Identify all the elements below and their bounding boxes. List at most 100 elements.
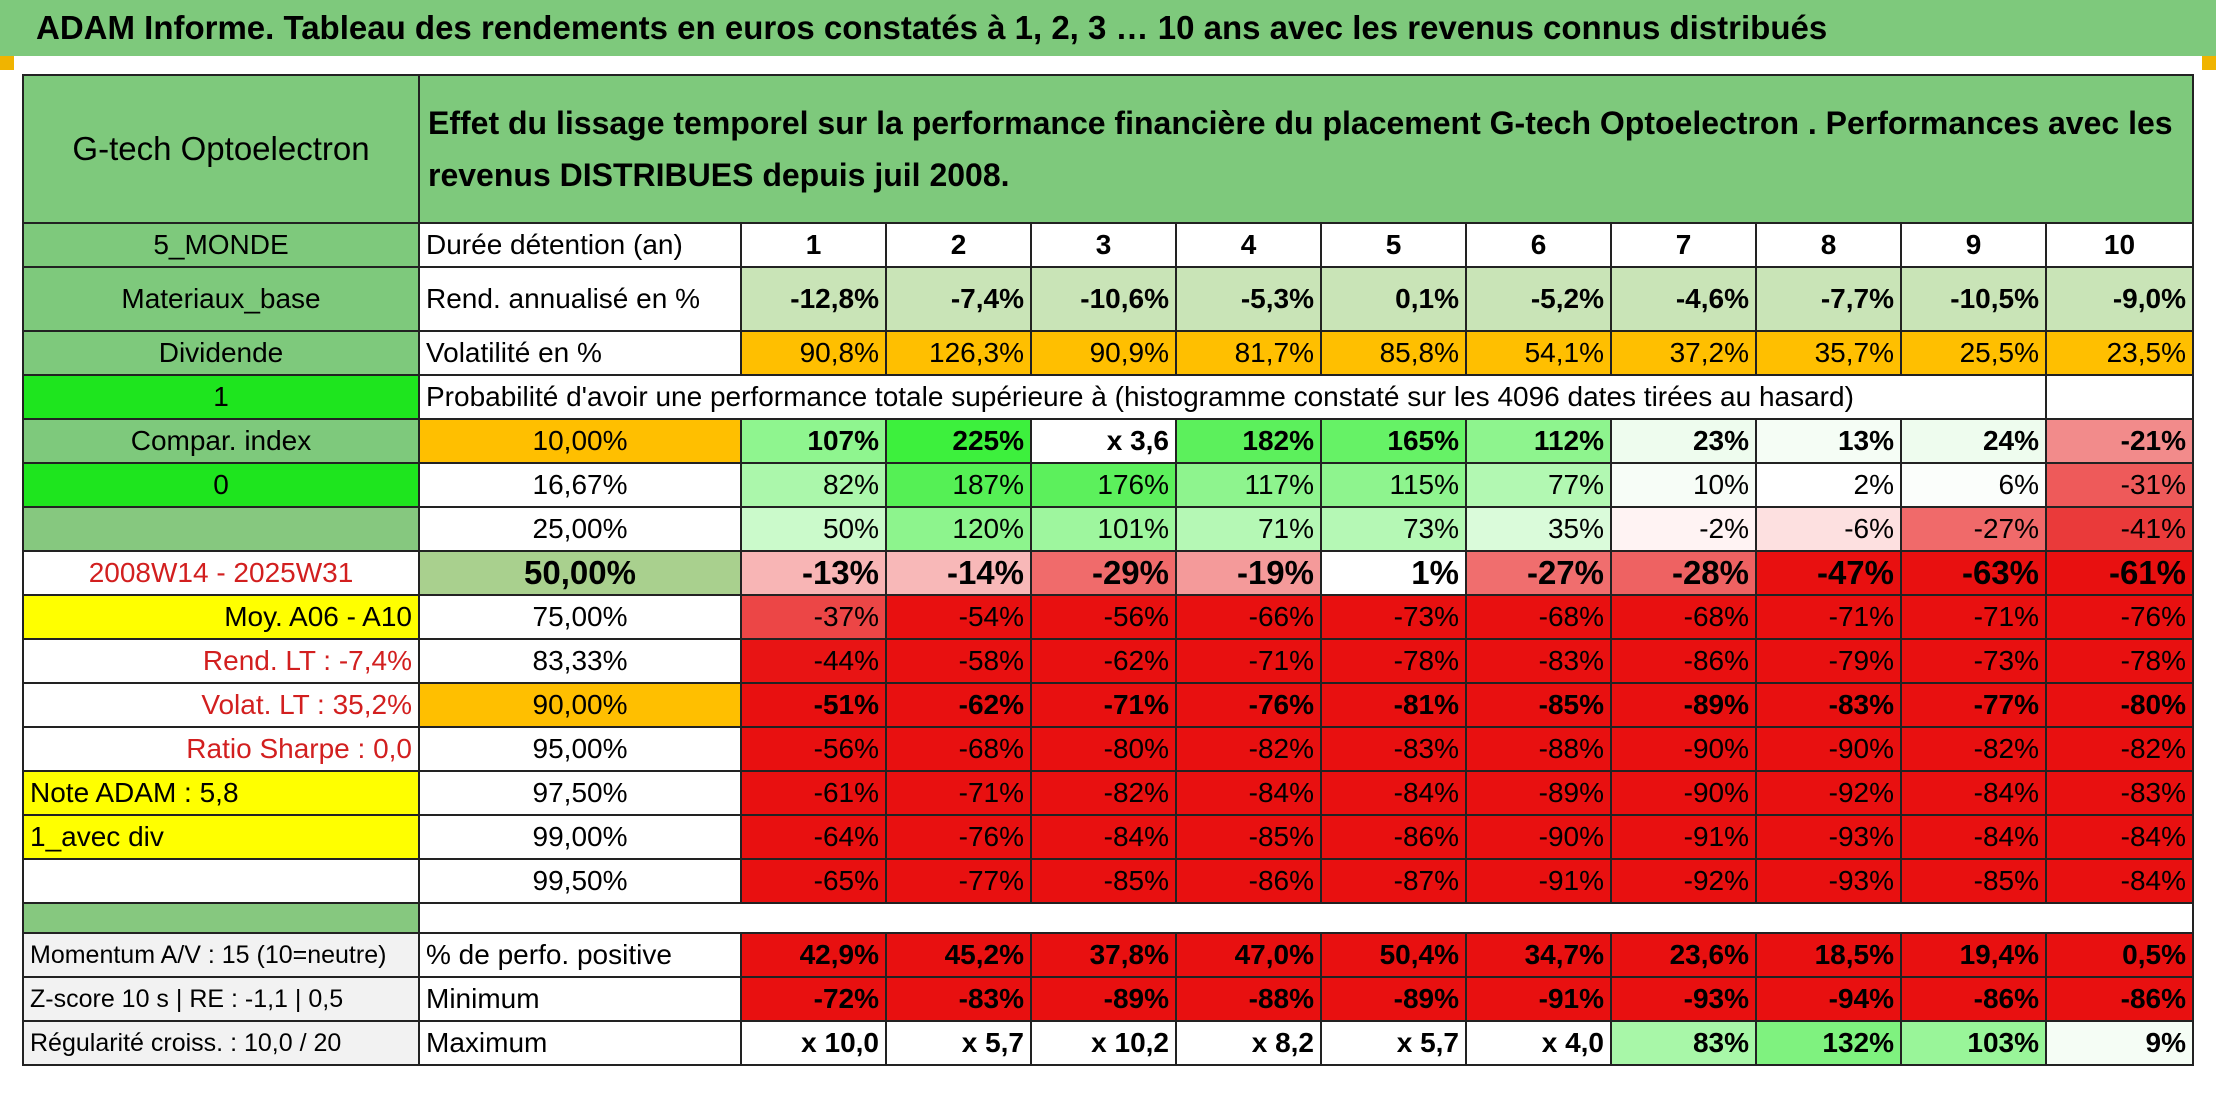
percentile-cell: -61% [2045, 550, 2194, 596]
percentile-cell: -65% [740, 858, 887, 904]
percentile-cell: -80% [2045, 682, 2194, 728]
percentile-cell: 1% [1320, 550, 1467, 596]
percentile-cell: -84% [1320, 770, 1467, 816]
percentile-cell: 120% [885, 506, 1032, 552]
note-adam-label: Note ADAM : 5,8 [22, 770, 420, 816]
percentile-cell: 13% [1755, 418, 1902, 464]
minimum-cell: -86% [2045, 976, 2194, 1022]
percentile-cell: -84% [2045, 858, 2194, 904]
percentile-cell: -71% [1900, 594, 2047, 640]
volat-cell: 81,7% [1175, 330, 1322, 376]
sector-label: Materiaux_base [22, 266, 420, 332]
percentile-cell: -28% [1610, 550, 1757, 596]
percentile-cell: -41% [2045, 506, 2194, 552]
rend-label: Rend. annualisé en % [418, 266, 742, 332]
percentile-cell: -83% [2045, 770, 2194, 816]
positive-cell: 37,8% [1030, 932, 1177, 978]
year-header: 3 [1030, 222, 1177, 268]
percentile-label: 99,00% [418, 814, 742, 860]
percentile-cell: -90% [1610, 726, 1757, 772]
zscore-label: Z-score 10 s | RE : -1,1 | 0,5 [22, 976, 420, 1022]
percentile-label: 83,33% [418, 638, 742, 684]
separator-row [418, 902, 2194, 934]
percentile-cell: -47% [1755, 550, 1902, 596]
positive-label: % de perfo. positive [418, 932, 742, 978]
year-header: 10 [2045, 222, 2194, 268]
volat-cell: 85,8% [1320, 330, 1467, 376]
percentile-cell: -54% [885, 594, 1032, 640]
year-header: 9 [1900, 222, 2047, 268]
maximum-cell: x 8,2 [1175, 1020, 1322, 1066]
percentile-cell: -31% [2045, 462, 2194, 508]
maximum-label: Maximum [418, 1020, 742, 1066]
zone-label: 5_MONDE [22, 222, 420, 268]
year-header: 7 [1610, 222, 1757, 268]
percentile-cell: 117% [1175, 462, 1322, 508]
duree-label: Durée détention (an) [418, 222, 742, 268]
table-header-text: Effet du lissage temporel sur la perform… [418, 74, 2194, 224]
percentile-cell: 176% [1030, 462, 1177, 508]
percentile-cell: 82% [740, 462, 887, 508]
rend-cell: -5,2% [1465, 266, 1612, 332]
percentile-cell: -93% [1755, 858, 1902, 904]
minimum-cell: -72% [740, 976, 887, 1022]
percentile-cell: -86% [1320, 814, 1467, 860]
minimum-cell: -88% [1175, 976, 1322, 1022]
percentile-cell: -85% [1175, 814, 1322, 860]
percentile-cell: -81% [1320, 682, 1467, 728]
percentile-cell: -90% [1755, 726, 1902, 772]
percentile-cell: -71% [1175, 638, 1322, 684]
maximum-cell: x 5,7 [1320, 1020, 1467, 1066]
separator-green [22, 902, 420, 934]
rend-cell: -5,3% [1175, 266, 1322, 332]
maximum-cell: x 5,7 [885, 1020, 1032, 1066]
empty-green-cell [22, 506, 420, 552]
corner-marker [2202, 56, 2216, 70]
percentile-cell: -27% [1465, 550, 1612, 596]
positive-cell: 50,4% [1320, 932, 1467, 978]
percentile-cell: 225% [885, 418, 1032, 464]
percentile-cell: -71% [1755, 594, 1902, 640]
rend-cell: -7,7% [1755, 266, 1902, 332]
volat-cell: 23,5% [2045, 330, 2194, 376]
percentile-cell: -29% [1030, 550, 1177, 596]
maximum-cell: x 4,0 [1465, 1020, 1612, 1066]
maximum-cell: 9% [2045, 1020, 2194, 1066]
percentile-label: 10,00% [418, 418, 742, 464]
percentile-cell: -66% [1175, 594, 1322, 640]
percentile-cell: -37% [740, 594, 887, 640]
percentile-cell: -85% [1900, 858, 2047, 904]
positive-cell: 42,9% [740, 932, 887, 978]
empty-cell [1901, 374, 2047, 420]
minimum-label: Minimum [418, 976, 742, 1022]
percentile-cell: -76% [1175, 682, 1322, 728]
percentile-cell: -13% [740, 550, 887, 596]
percentile-label: 25,00% [418, 506, 742, 552]
percentile-cell: -82% [2045, 726, 2194, 772]
percentile-label: 95,00% [418, 726, 742, 772]
compar-index-value: 0 [22, 462, 420, 508]
momentum-label: Momentum A/V : 15 (10=neutre) [22, 932, 420, 978]
maximum-cell: x 10,0 [740, 1020, 887, 1066]
percentile-cell: -21% [2045, 418, 2194, 464]
year-header: 4 [1175, 222, 1322, 268]
percentile-cell: -61% [740, 770, 887, 816]
percentile-cell: -90% [1465, 814, 1612, 860]
percentile-cell: -76% [885, 814, 1032, 860]
percentile-cell: 73% [1320, 506, 1467, 552]
maximum-cell: 103% [1900, 1020, 2047, 1066]
percentile-cell: -83% [1320, 726, 1467, 772]
minimum-cell: -83% [885, 976, 1032, 1022]
volat-cell: 37,2% [1610, 330, 1757, 376]
percentile-cell: -90% [1610, 770, 1757, 816]
dividende-value: 1 [22, 374, 420, 420]
proba-label: Probabilité d'avoir une performance tota… [418, 374, 1901, 420]
rend-lt-label: Rend. LT : -7,4% [22, 638, 420, 684]
percentile-label: 97,50% [418, 770, 742, 816]
percentile-cell: -92% [1610, 858, 1757, 904]
percentile-cell: -88% [1465, 726, 1612, 772]
percentile-cell: 6% [1900, 462, 2047, 508]
percentile-cell: -83% [1755, 682, 1902, 728]
percentile-label: 16,67% [418, 462, 742, 508]
empty-cell [2045, 374, 2194, 420]
